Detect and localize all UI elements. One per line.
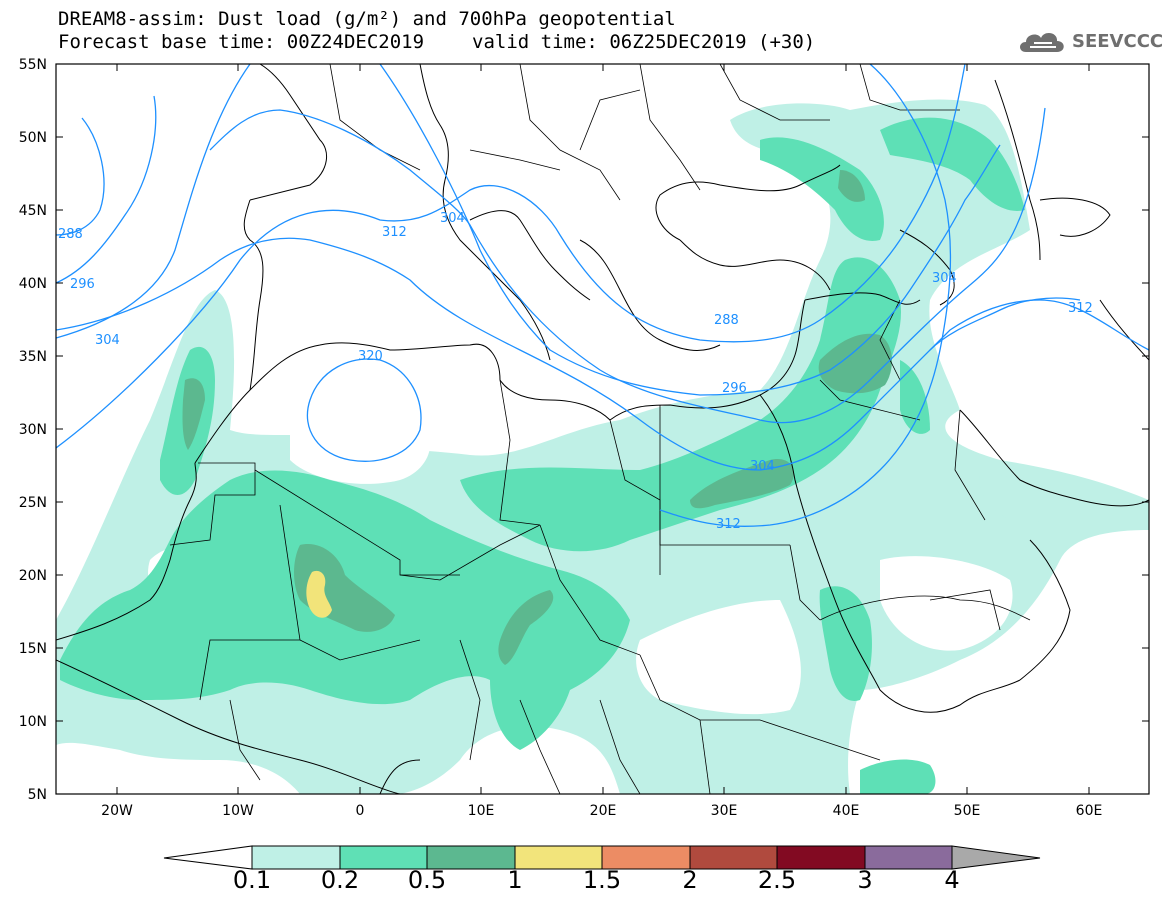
lat-tick-label: 10N xyxy=(19,714,47,730)
contour-label: 304 xyxy=(932,271,957,286)
colorbar-label: 4 xyxy=(944,866,960,894)
lat-tick-label: 5N xyxy=(28,787,47,803)
contour-label: 304 xyxy=(95,333,120,348)
contour-label: 312 xyxy=(1068,301,1093,316)
colorbar xyxy=(163,845,1041,870)
colorbar-label: 2 xyxy=(682,866,698,894)
contour-label: 312 xyxy=(382,225,407,240)
colorbar-max-arrow xyxy=(951,845,1041,870)
colorbar-label: 0.2 xyxy=(320,866,360,894)
colorbar-label: 1 xyxy=(507,866,523,894)
cloud-logo-icon xyxy=(1020,32,1064,52)
latitude-labels: 55N 50N 45N 40N 35N 30N 25N 20N 15N 10N … xyxy=(19,57,47,803)
lat-tick-label: 30N xyxy=(19,422,47,438)
colorbar-label: 0.1 xyxy=(232,866,272,894)
lat-tick-label: 35N xyxy=(19,349,47,365)
base-time: Forecast base time: 00Z24DEC2019 xyxy=(58,31,425,53)
political-borders xyxy=(169,64,1031,794)
coastlines-and-borders xyxy=(56,64,1149,794)
lon-tick-label: 30E xyxy=(711,803,738,819)
lon-tick-label: 50E xyxy=(954,803,981,819)
lat-tick-label: 25N xyxy=(19,495,47,511)
lon-tick-label: 40E xyxy=(833,803,860,819)
lon-tick-label: 20W xyxy=(101,803,133,819)
colorbar-label: 0.5 xyxy=(407,866,447,894)
lon-tick-label: 10E xyxy=(468,803,495,819)
contour-label: 304 xyxy=(750,459,775,474)
seevccc-logo: SEEVCCC xyxy=(1016,26,1163,56)
longitude-labels: 20W 10W 0 10E 20E 30E 40E 50E 60E xyxy=(101,803,1102,819)
geopotential-contours xyxy=(56,64,1149,527)
contour-label: 296 xyxy=(70,277,95,292)
colorbar-label: 1.5 xyxy=(582,866,622,894)
logo-text: SEEVCCC xyxy=(1072,30,1164,52)
map-subtitle: Forecast base time: 00Z24DEC2019 valid ti… xyxy=(58,31,815,53)
contour-label: 304 xyxy=(440,211,465,226)
colorbar-label: 2.5 xyxy=(757,866,797,894)
lat-tick-label: 55N xyxy=(19,57,47,73)
lat-tick-label: 50N xyxy=(19,130,47,146)
dust-maximum-area xyxy=(306,570,332,618)
contour-label: 312 xyxy=(716,517,741,532)
map-title: DREAM8-assim: Dust load (g/m²) and 700hP… xyxy=(58,8,676,30)
colorbar-swatch xyxy=(864,845,953,870)
contour-labels: 288 296 304 312 320 304 304 288 296 304 … xyxy=(58,211,1093,532)
contour-label: 320 xyxy=(358,349,383,364)
lat-tick-label: 40N xyxy=(19,276,47,292)
lon-tick-label: 0 xyxy=(356,803,365,819)
tick-marks xyxy=(56,63,1149,795)
lat-tick-label: 15N xyxy=(19,641,47,657)
lat-tick-label: 45N xyxy=(19,203,47,219)
lat-tick-label: 20N xyxy=(19,568,47,584)
contour-label: 288 xyxy=(714,313,739,328)
lon-tick-label: 20E xyxy=(590,803,617,819)
lon-tick-label: 10W xyxy=(222,803,254,819)
colorbar-label: 3 xyxy=(857,866,873,894)
valid-time: valid time: 06Z25DEC2019 (+30) xyxy=(472,31,816,53)
contour-label: 296 xyxy=(722,381,747,396)
dust-load-field xyxy=(56,99,1149,794)
contour-label: 288 xyxy=(58,227,83,242)
lon-tick-label: 60E xyxy=(1076,803,1103,819)
